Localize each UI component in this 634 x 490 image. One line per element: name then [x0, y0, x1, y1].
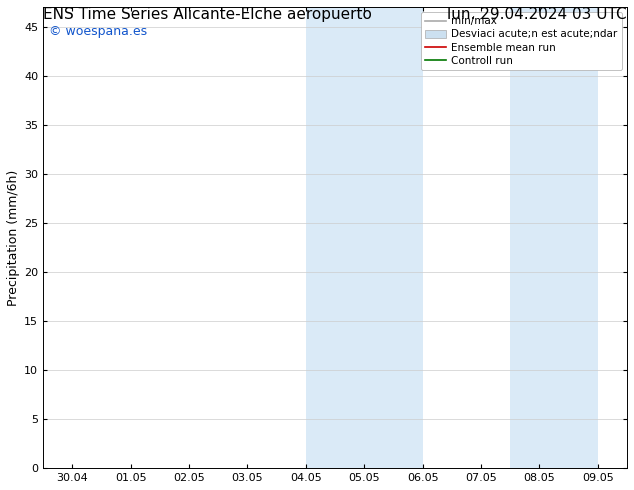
Bar	[510, 7, 598, 468]
Text: ENS Time Series Alicante-Elche aeropuerto: ENS Time Series Alicante-Elche aeropuert…	[43, 7, 372, 23]
Text: lun. 29.04.2024 03 UTC: lun. 29.04.2024 03 UTC	[448, 7, 627, 23]
Legend: min/max, Desviaci acute;n est acute;ndar, Ensemble mean run, Controll run: min/max, Desviaci acute;n est acute;ndar…	[421, 12, 622, 70]
Y-axis label: Precipitation (mm/6h): Precipitation (mm/6h)	[7, 170, 20, 306]
Bar	[306, 7, 423, 468]
Text: © woespana.es: © woespana.es	[49, 25, 147, 38]
